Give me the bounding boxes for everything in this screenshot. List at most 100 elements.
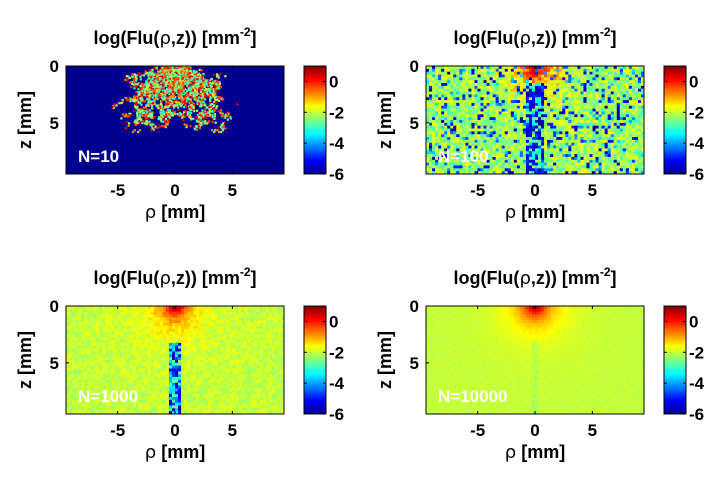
trajectory-cell [215,122,217,124]
heatmap-cell [550,109,553,112]
trajectory-cell [156,98,158,100]
heatmap-cell [568,80,571,83]
heatmap-cell [626,123,629,126]
heatmap-cell [629,97,632,100]
heatmap-cell [565,134,568,137]
heatmap-cell [596,103,599,106]
heatmap-cell [541,117,544,120]
heatmap-cell [635,77,638,80]
heatmap-cell [556,103,559,106]
heatmap-cell [523,129,526,132]
heatmap-cell [623,100,626,103]
trajectory-cell [205,113,207,115]
heatmap-cell [477,89,480,92]
heatmap-cell [632,131,635,134]
trajectory-cell [169,117,171,119]
heatmap-cell [456,123,459,126]
heatmap-cell [477,117,480,120]
heatmap-cell [617,117,620,120]
heatmap-cell [432,72,435,75]
trajectory-cell [200,91,202,93]
heatmap-cell [632,114,635,117]
heatmap-cell [532,131,535,134]
heatmap-cell [450,89,453,92]
heatmap-cell [568,131,571,134]
trajectory-cell [198,96,200,98]
heatmap-cell [456,89,459,92]
x-axis-label-unit: [mm] [156,202,205,222]
heatmap-cell [484,111,487,114]
heatmap-cell [468,72,471,75]
heatmap-cell [447,111,450,114]
trajectory-cell [126,79,128,81]
heatmap-cell [438,120,441,123]
heatmap-cell [496,134,499,137]
heatmap-cell [471,103,474,106]
heatmap-cell [541,137,544,140]
heatmap-cell [583,94,586,97]
heatmap-cell [459,106,462,109]
heatmap-cell [529,94,532,97]
heatmap-cell [611,100,614,103]
heatmap-cell [593,92,596,95]
heatmap-cell [596,94,599,97]
heatmap-cell [574,100,577,103]
heatmap-cell [586,106,589,109]
trajectory-cell [196,129,198,131]
heatmap-cell [453,109,456,112]
heatmap-cell [593,89,596,92]
heatmap-cell [568,120,571,123]
trajectory-cell [216,99,218,101]
heatmap-cell [571,106,574,109]
heatmap-cell [484,72,487,75]
heatmap-cell [462,75,465,78]
heatmap-cell [487,72,490,75]
trajectory-cell [140,119,142,121]
heatmap-cell [611,94,614,97]
heatmap-cell [456,94,459,97]
trajectory-cell [169,101,171,103]
heatmap-cell [550,114,553,117]
trajectory-cell [140,78,142,80]
heatmap-cell [562,92,565,95]
heatmap-cell [550,140,553,143]
heatmap-cell [538,109,541,112]
heatmap-cell [556,97,559,100]
heatmap-cell [562,100,565,103]
heatmap-cell [465,117,468,120]
heatmap-cell [629,103,632,106]
heatmap-cell [538,106,541,109]
heatmap-cell [535,83,538,86]
heatmap-cell [432,109,435,112]
heatmap-cell [438,123,441,126]
heatmap-cell [493,100,496,103]
heatmap-cell [605,92,608,95]
heatmap-cell [432,123,435,126]
heatmap-cell [590,131,593,134]
trajectory-cell [196,116,198,118]
heatmap-cell [474,120,477,123]
heatmap-cell [487,75,490,78]
heatmap-cell [447,123,450,126]
heatmap-cell [481,97,484,100]
heatmap-cell [493,114,496,117]
heatmap-cell [514,94,517,97]
heatmap-cell [559,100,562,103]
heatmap-cell [484,106,487,109]
heatmap-cell [532,106,535,109]
heatmap-cell [447,140,450,143]
heatmap-cell [620,140,623,143]
heatmap-cell [577,140,580,143]
heatmap-cell [635,109,638,112]
trajectory-cell [178,109,180,111]
heatmap-cell [568,94,571,97]
heatmap-cell [547,86,550,89]
heatmap-cell [623,97,626,100]
heatmap-cell [517,137,520,140]
heatmap-cell [462,69,465,72]
heatmap-cell [468,126,471,129]
heatmap-cell [547,92,550,95]
trajectory-cell [148,80,150,82]
heatmap-cell [444,137,447,140]
heatmap-cell [508,75,511,78]
